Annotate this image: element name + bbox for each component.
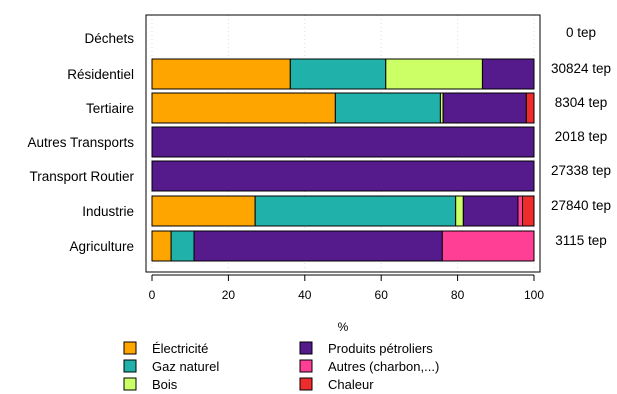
bar-segment — [481, 58, 535, 90]
bar-segment — [170, 230, 195, 262]
bar-segment — [254, 195, 457, 227]
bar-segment — [441, 230, 535, 262]
legend-swatch — [299, 359, 313, 373]
legend: Électricité Gaz naturel Bois Produits pétro… — [123, 341, 439, 392]
total-label: 3115 tep — [555, 233, 607, 248]
x-tick-label: 60 — [375, 288, 389, 302]
category-label: Résidentiel — [67, 67, 134, 82]
bar-segment — [151, 126, 535, 158]
legend-swatch — [299, 377, 313, 391]
bar-segment — [151, 195, 256, 227]
x-tick-label: 20 — [222, 288, 236, 302]
bar-segment — [151, 160, 535, 192]
x-axis-title: % — [338, 320, 349, 334]
total-labels: 0 tep 30824 tep 8304 tep 2018 tep 27338 tep 2… — [551, 25, 611, 248]
legend-label: Produits pétroliers — [328, 341, 433, 356]
total-label: 8304 tep — [555, 95, 608, 110]
x-tick-label: 0 — [149, 288, 156, 302]
x-tick-label: 40 — [298, 288, 312, 302]
total-label: 0 tep — [566, 25, 596, 40]
bar-segment — [462, 195, 519, 227]
category-labels: Déchets Résidentiel Tertiaire Autres Transp… — [27, 31, 134, 254]
category-label: Transport Routier — [29, 169, 134, 184]
bar-segment — [151, 230, 172, 262]
category-label: Autres Transports — [27, 135, 134, 150]
bar-segment — [193, 230, 443, 262]
bar-segment — [517, 195, 524, 227]
bar-segment — [151, 92, 336, 124]
legend-label: Autres (charbon,...) — [328, 359, 439, 374]
total-label: 30824 tep — [551, 61, 611, 76]
category-label: Industrie — [82, 204, 134, 219]
bar-segment — [385, 58, 483, 90]
x-tick-label: 80 — [451, 288, 465, 302]
legend-label: Gaz naturel — [152, 359, 219, 374]
bar-segment — [334, 92, 441, 124]
category-label: Tertiaire — [86, 101, 134, 116]
bar-segment — [289, 58, 387, 90]
x-tick-label: 100 — [524, 288, 544, 302]
bar-segment — [455, 195, 464, 227]
bar-segment — [151, 58, 291, 90]
total-label: 27840 tep — [551, 198, 611, 213]
legend-swatch — [123, 359, 137, 373]
bars — [151, 58, 535, 262]
legend-swatch — [123, 341, 137, 355]
legend-label: Électricité — [152, 341, 208, 356]
legend-swatch — [299, 341, 313, 355]
bar-segment — [525, 92, 535, 124]
total-label: 2018 tep — [555, 129, 608, 144]
category-label: Agriculture — [69, 239, 134, 254]
bar-segment — [442, 92, 527, 124]
bar-segment — [522, 195, 535, 227]
plot-frame — [145, 14, 541, 273]
x-axis: 0 20 40 60 80 100 — [149, 274, 544, 302]
total-label: 27338 tep — [551, 163, 611, 178]
legend-swatch — [123, 377, 137, 391]
category-label: Déchets — [84, 31, 134, 46]
legend-label: Bois — [152, 377, 178, 392]
legend-label: Chaleur — [328, 377, 374, 392]
